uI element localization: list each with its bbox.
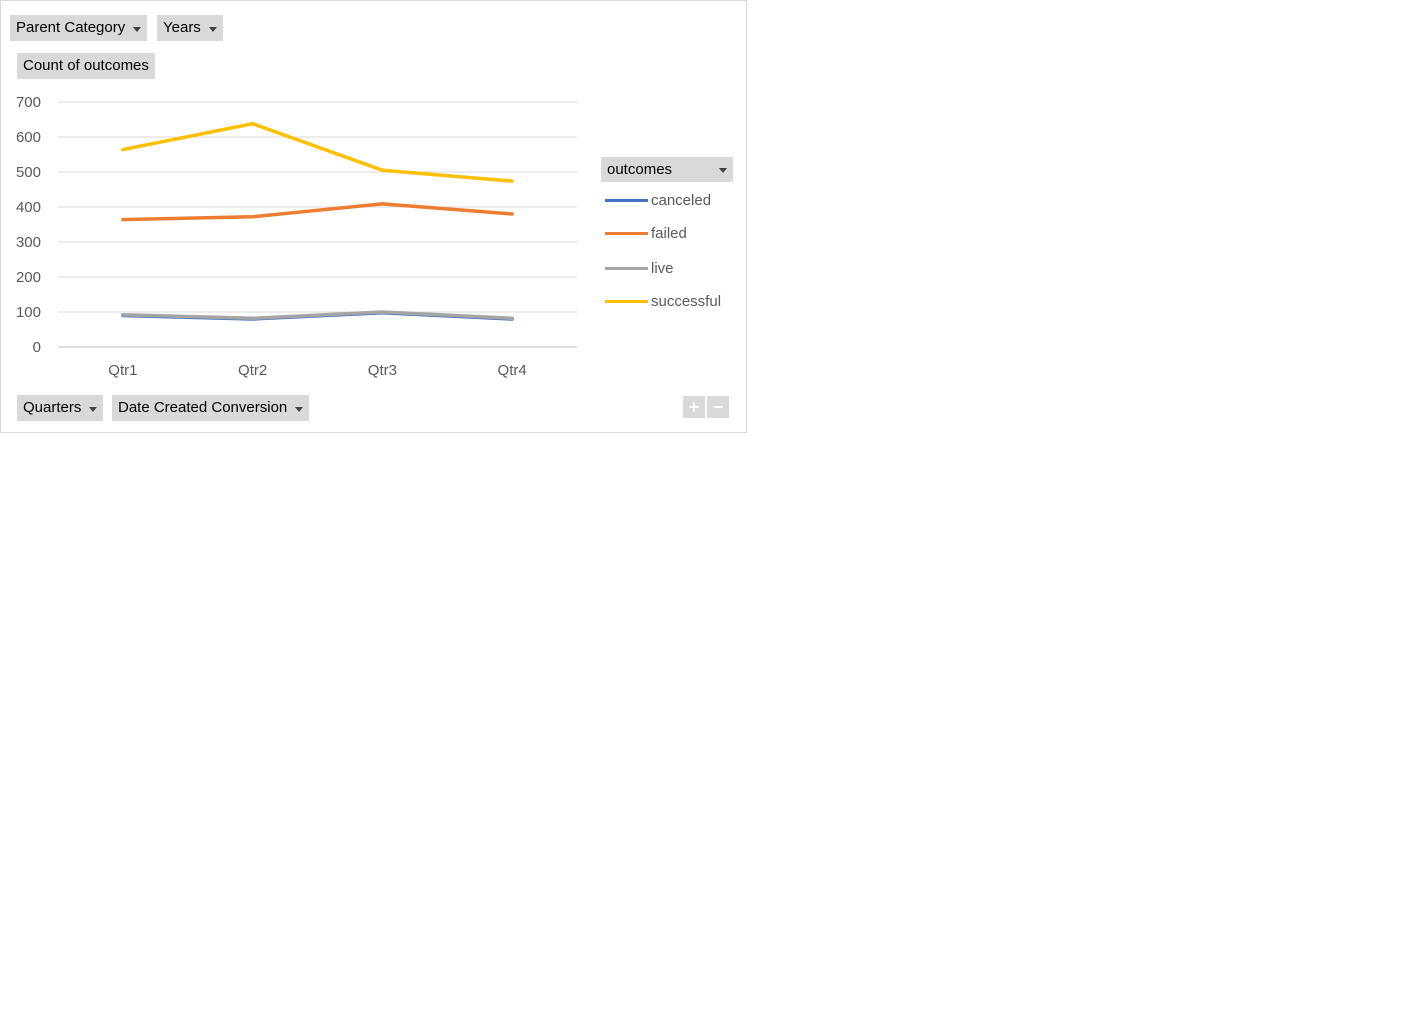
legend-title: outcomes [607,161,673,178]
y-tick-label: 0 [33,339,41,356]
y-tick-label: 700 [16,94,41,111]
legend-item-successful[interactable]: successful [605,291,721,311]
chevron-down-icon [89,406,98,412]
y-tick-label: 500 [16,164,41,181]
chevron-down-icon [295,406,304,412]
years-label: Years [163,19,201,36]
line-chart: 0 100 200 300 400 500 600 700 Qtr1 Qtr2 Qtr3 Qtr4 [16,94,577,379]
y-tick-label: 300 [16,234,41,251]
collapse-field-button[interactable]: − [707,396,729,418]
y-tick-label: 100 [16,304,41,321]
y-tick-label: 600 [16,129,41,146]
legend-swatch [605,231,648,235]
legend-swatch [605,198,648,202]
quarters-field-button[interactable]: Quarters [17,395,104,421]
expand-field-button[interactable]: + [683,396,705,418]
parent-category-label: Parent Category [16,19,126,36]
parent-category-filter-button[interactable]: Parent Category [10,15,148,41]
chevron-down-icon [208,26,217,32]
legend-label: successful [651,292,722,310]
x-tick-label: Qtr4 [498,362,527,379]
legend-swatch [605,299,648,303]
pivot-chart-frame: Parent Category Years Count of outcomes … [0,0,747,433]
legend-label: canceled [651,191,712,209]
series-line-failed[interactable] [121,202,514,222]
date-created-label: Date Created Conversion [118,399,288,416]
x-tick-label: Qtr2 [238,362,267,379]
legend-item-failed[interactable]: failed [605,223,687,243]
outcomes-legend-filter-button[interactable]: outcomes [601,157,733,182]
x-tick-label: Qtr3 [368,362,397,379]
y-tick-label: 400 [16,199,41,216]
series-line-live[interactable] [121,310,514,321]
quarters-label: Quarters [23,399,82,416]
chevron-down-icon [133,26,142,32]
legend-label: failed [651,224,687,242]
years-filter-button[interactable]: Years [157,15,223,41]
series-line-successful[interactable] [121,121,514,183]
legend-swatch [605,266,648,270]
x-tick-label: Qtr1 [108,362,137,379]
legend-item-canceled[interactable]: canceled [605,190,711,210]
legend-label: live [651,259,674,277]
chevron-down-icon [719,168,727,173]
date-created-field-button[interactable]: Date Created Conversion [112,395,310,421]
value-field-button[interactable]: Count of outcomes [17,53,155,79]
y-tick-label: 200 [16,269,41,286]
legend-item-live[interactable]: live [605,258,674,278]
